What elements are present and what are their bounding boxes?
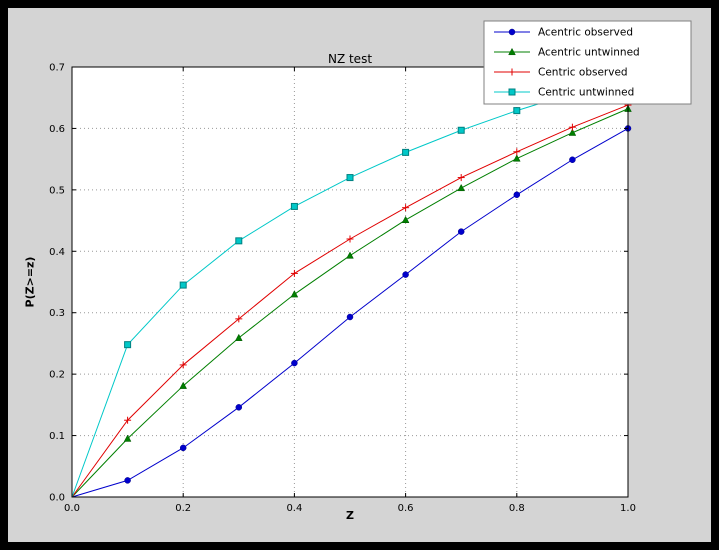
- legend-box: [483, 20, 692, 105]
- y-tick-label: 0.0: [49, 493, 65, 504]
- figure-canvas: 0.0 0.2 0.4 0.6 0.8 1.0 0.0 0.1 0.2 0.3 0.4 0.5 0.6 0…: [8, 8, 711, 542]
- legend-entry: Centric untwinned: [494, 87, 634, 99]
- series-acentric-untwinned: [71, 104, 632, 498]
- series-acentric-observed: [71, 125, 632, 498]
- x-tick-label: 0.4: [286, 503, 302, 514]
- legend-label: Acentric untwinned: [538, 47, 640, 59]
- legend-label: Acentric observed: [538, 27, 633, 39]
- y-tick-label: 0.5: [49, 185, 65, 196]
- y-tick-label: 0.3: [49, 308, 65, 319]
- y-tick-label: 0.2: [49, 370, 65, 381]
- legend: Acentric observed Acentric untwinned Centr…: [483, 20, 692, 105]
- x-tick-label: 1.0: [620, 503, 636, 514]
- legend-entry: Acentric untwinned: [494, 47, 640, 59]
- legend-label: Centric untwinned: [538, 87, 634, 99]
- series-centric-observed: [71, 101, 632, 498]
- legend-entry: Acentric observed: [494, 27, 633, 39]
- y-tick-label: 0.4: [49, 247, 65, 258]
- y-tick-label: 0.1: [49, 431, 65, 442]
- x-tick-label: 0.2: [175, 503, 191, 514]
- axes-frame: [71, 66, 629, 498]
- y-tick-label: 0.6: [49, 124, 65, 135]
- x-tick-label: 0.6: [398, 503, 414, 514]
- y-axis-label: P(Z>=z): [23, 256, 37, 308]
- x-tick-label: 0.0: [64, 503, 80, 514]
- y-tick-label: 0.7: [49, 63, 65, 74]
- tick-labels: 0.0 0.2 0.4 0.6 0.8 1.0 0.0 0.1 0.2 0.3 0.4 0.5 0.6 0…: [49, 63, 636, 515]
- chart-title: NZ test: [327, 52, 373, 66]
- plot-svg: 0.0 0.2 0.4 0.6 0.8 1.0 0.0 0.1 0.2 0.3 0.4 0.5 0.6 0…: [49, 20, 692, 515]
- legend-entry: Centric observed: [494, 67, 628, 79]
- x-axis-label: Z: [346, 509, 354, 522]
- legend-label: Centric observed: [538, 67, 628, 79]
- x-tick-label: 0.8: [509, 503, 525, 514]
- plot-area: [72, 67, 628, 497]
